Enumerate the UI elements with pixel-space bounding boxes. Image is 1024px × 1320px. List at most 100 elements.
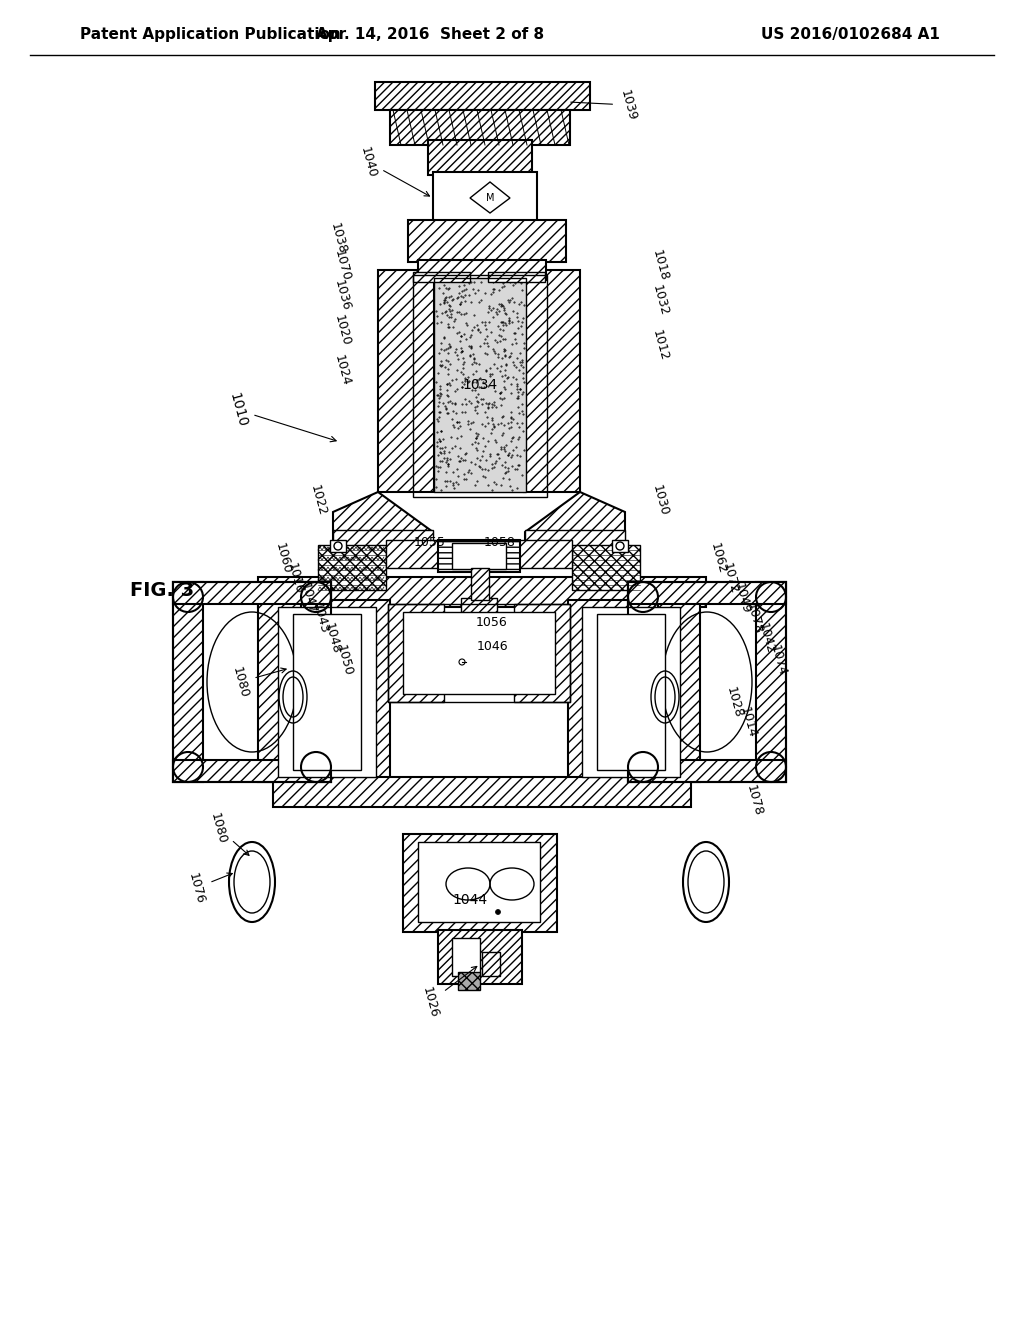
Text: 1056: 1056: [476, 616, 508, 630]
Bar: [333, 531, 433, 552]
Bar: [433, 172, 537, 222]
Bar: [413, 275, 547, 498]
Bar: [434, 279, 526, 492]
Bar: [524, 271, 580, 492]
Text: 1047: 1047: [298, 581, 318, 615]
Text: 1049: 1049: [731, 581, 753, 615]
Bar: [628, 582, 658, 781]
Bar: [378, 271, 434, 492]
Bar: [488, 272, 545, 282]
Bar: [568, 601, 700, 781]
Text: FIG. 3: FIG. 3: [130, 581, 195, 599]
Bar: [525, 531, 625, 552]
Text: 1040: 1040: [357, 145, 429, 197]
Text: 1055: 1055: [414, 536, 445, 549]
Bar: [597, 614, 665, 770]
Bar: [413, 272, 470, 282]
Text: US 2016/0102684 A1: US 2016/0102684 A1: [761, 28, 940, 42]
Bar: [756, 582, 786, 781]
Bar: [438, 540, 520, 572]
Text: 1076: 1076: [185, 871, 232, 906]
Bar: [461, 598, 497, 622]
Bar: [452, 543, 506, 569]
Text: 1028: 1028: [724, 685, 744, 719]
Bar: [418, 260, 546, 280]
Text: 1078: 1078: [743, 783, 764, 817]
Bar: [173, 760, 331, 781]
Bar: [403, 834, 557, 932]
Bar: [388, 605, 444, 702]
Bar: [408, 220, 566, 261]
Text: 1048: 1048: [322, 620, 342, 655]
Polygon shape: [470, 182, 510, 213]
Bar: [458, 972, 480, 990]
Text: 1010: 1010: [226, 391, 336, 442]
Text: 1074: 1074: [768, 643, 788, 677]
Bar: [173, 582, 203, 781]
Text: 1080: 1080: [208, 810, 249, 855]
Text: 1043: 1043: [309, 601, 331, 635]
Text: 1058: 1058: [484, 536, 516, 549]
Bar: [318, 545, 386, 590]
Text: 1062: 1062: [708, 541, 728, 576]
Text: Apr. 14, 2016  Sheet 2 of 8: Apr. 14, 2016 Sheet 2 of 8: [316, 28, 544, 42]
Bar: [628, 760, 786, 781]
Bar: [471, 568, 489, 601]
Text: M: M: [485, 193, 495, 203]
Text: 1020: 1020: [332, 313, 352, 347]
Text: 1060: 1060: [272, 541, 294, 576]
Polygon shape: [612, 540, 628, 552]
Bar: [403, 612, 555, 694]
Polygon shape: [525, 492, 625, 552]
Text: 1032: 1032: [649, 282, 671, 317]
Bar: [278, 607, 376, 777]
Circle shape: [496, 909, 501, 915]
Bar: [628, 582, 786, 781]
Text: 1072: 1072: [720, 561, 740, 595]
Bar: [482, 952, 500, 975]
Polygon shape: [333, 492, 433, 552]
Bar: [628, 582, 786, 605]
Text: 1038: 1038: [328, 220, 348, 255]
Bar: [273, 777, 691, 807]
Circle shape: [459, 659, 465, 665]
Text: 1046: 1046: [476, 640, 508, 653]
Circle shape: [334, 543, 342, 550]
Text: 1070: 1070: [332, 248, 352, 282]
Bar: [434, 279, 526, 492]
Bar: [582, 607, 680, 777]
Bar: [516, 540, 572, 568]
Bar: [173, 582, 331, 781]
Text: 1030: 1030: [649, 483, 671, 517]
Text: 1034: 1034: [463, 378, 498, 392]
Text: 1022: 1022: [307, 483, 329, 517]
Bar: [293, 614, 361, 770]
Text: 1042: 1042: [756, 620, 776, 655]
Bar: [388, 605, 570, 702]
Bar: [258, 577, 706, 607]
Text: 1050: 1050: [334, 643, 354, 677]
Text: 1016: 1016: [285, 561, 305, 595]
Bar: [428, 140, 532, 176]
Bar: [301, 582, 331, 781]
Bar: [418, 842, 540, 921]
Polygon shape: [330, 540, 346, 552]
Text: 1014: 1014: [737, 705, 759, 739]
Text: 1026: 1026: [420, 966, 477, 1019]
Text: 1044: 1044: [453, 894, 487, 907]
Bar: [572, 545, 640, 590]
Bar: [390, 110, 570, 145]
Bar: [258, 601, 390, 781]
Text: 1018: 1018: [649, 248, 671, 282]
Bar: [386, 540, 442, 568]
Text: 1039: 1039: [570, 88, 639, 121]
Text: 1078: 1078: [743, 601, 764, 635]
Bar: [375, 82, 590, 110]
Text: 1036: 1036: [332, 279, 352, 312]
Bar: [438, 931, 522, 983]
Circle shape: [616, 543, 624, 550]
Text: 1024: 1024: [332, 352, 352, 387]
Text: 1080: 1080: [229, 665, 286, 700]
Bar: [514, 605, 570, 702]
Bar: [173, 582, 331, 605]
